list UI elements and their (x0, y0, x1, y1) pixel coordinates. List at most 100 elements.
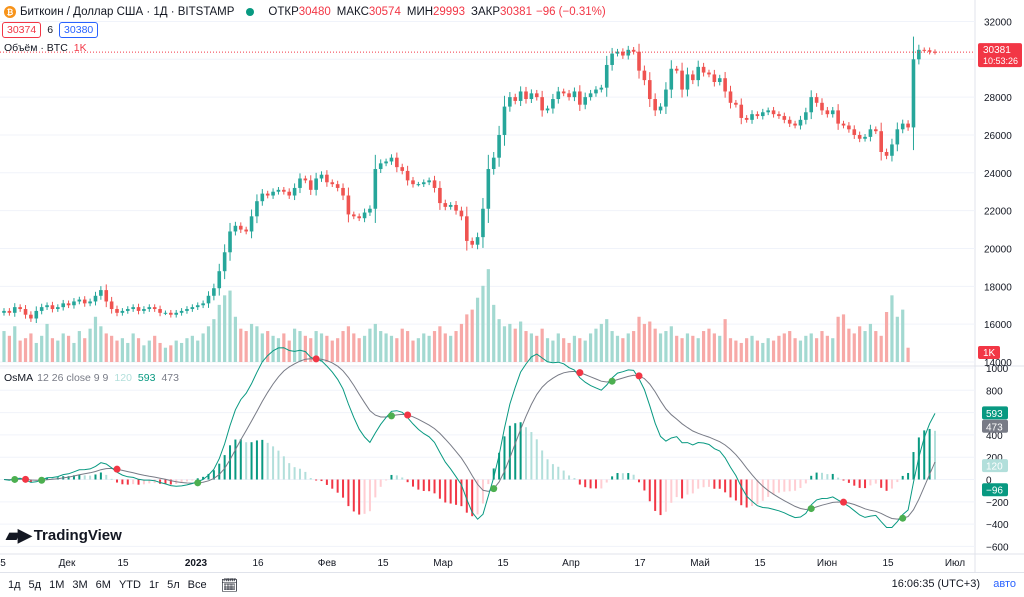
volume-bar (2, 331, 6, 362)
candle-body (502, 106, 507, 135)
candle-body (513, 97, 518, 101)
osma-histogram-bar (761, 479, 764, 501)
volume-bar (438, 326, 442, 362)
candle-body (276, 189, 281, 192)
market-status-icon[interactable] (246, 8, 255, 16)
candle-body (179, 310, 184, 313)
symbol-title[interactable]: Биткоин / Доллар США · 1Д · BITSTAMP (20, 6, 235, 18)
volume-bar (492, 304, 496, 362)
volume-bar (34, 342, 38, 362)
osma-legend-macd: 593 (137, 372, 156, 384)
candle-body (351, 214, 356, 217)
time-axis-label: 15 (117, 558, 129, 569)
volume-bar (276, 338, 281, 362)
volume-bar (470, 309, 474, 362)
osma-histogram-bar (110, 478, 113, 480)
osma-histogram-bar (153, 479, 156, 484)
volume-bar (169, 345, 173, 362)
volume-bar (422, 333, 426, 362)
candle-body (120, 310, 125, 313)
candle-body (400, 167, 405, 171)
volume-bar (18, 340, 22, 362)
volume-bar (535, 335, 539, 362)
osma-histogram-bar (438, 479, 441, 499)
osma-histogram-bar (837, 477, 840, 480)
range-button-7[interactable]: 5л (167, 579, 180, 591)
osma-histogram-bar (686, 479, 689, 495)
candle-body (760, 112, 765, 117)
range-button-2[interactable]: 1М (49, 579, 65, 591)
osma-histogram-bar (740, 479, 743, 506)
volume-tag (978, 346, 1000, 359)
price-tick-label: 24000 (984, 169, 1012, 180)
volume-bar (583, 340, 587, 362)
candle-body (308, 180, 313, 190)
candle-body (142, 309, 146, 311)
candle-body (890, 144, 894, 156)
time-axis-label: 15 (497, 558, 509, 569)
range-button-0[interactable]: 1д (8, 579, 21, 591)
volume-bar (45, 323, 49, 362)
volume-bar (836, 316, 840, 362)
clock[interactable]: 16:06:35 (UTC+3) (891, 578, 980, 590)
range-button-3[interactable]: 3М (72, 579, 88, 591)
osma-histogram-bar (116, 479, 119, 483)
bottom-toolbar: 1д 5д 1М 3М 6М YTD 1г 5л Все 🗓 16:06:35 (UTC+3) … (0, 572, 1024, 597)
osma-cross-marker (608, 377, 616, 385)
volume-bar (50, 338, 55, 362)
buy-button[interactable]: 30380 (59, 22, 99, 38)
volume-bar (524, 331, 528, 362)
candle-body (734, 102, 738, 105)
tradingview-logo[interactable]: ▰▶ TradingView (6, 525, 122, 546)
price-tick-label: 26000 (984, 131, 1012, 142)
volume-bar (400, 328, 404, 362)
osma-legend[interactable]: OsMA 12 26 close 9 9 120 593 473 (4, 372, 179, 384)
osma-histogram-bar (810, 475, 813, 480)
volume-bar (126, 342, 130, 362)
candle-body (863, 136, 867, 139)
volume-bar (228, 290, 232, 362)
bitcoin-icon: ₿ (4, 6, 16, 18)
volume-bar (136, 338, 141, 362)
osma-histogram-bar (487, 479, 490, 485)
sell-button[interactable]: 30374 (2, 22, 42, 38)
range-button-1[interactable]: 5д (28, 579, 42, 591)
candle-body (265, 193, 270, 196)
range-button-4[interactable]: 6М (95, 579, 111, 591)
range-button-8[interactable]: Все (187, 579, 207, 591)
volume-legend[interactable]: Объём · BTC 1K (4, 42, 87, 54)
volume-bar (201, 333, 205, 362)
volume-bar (260, 333, 264, 362)
osma-histogram-bar (896, 479, 899, 483)
volume-bar (777, 335, 781, 362)
auto-scale-button[interactable]: авто (993, 578, 1016, 590)
osma-histogram-bar (632, 474, 635, 480)
bid-ask-row: 30374 6 30380 (2, 22, 99, 38)
range-button-5[interactable]: YTD (118, 579, 141, 591)
candle-body (56, 307, 60, 310)
calendar-icon[interactable]: 🗓 (220, 576, 239, 593)
osma-histogram-bar (336, 479, 339, 493)
price-tick-label: 22000 (984, 207, 1012, 218)
osma-tick-label: −400 (986, 520, 1009, 531)
osma-histogram-bar (121, 479, 124, 485)
osma-histogram-bar (643, 479, 646, 491)
close-label: ЗАКР (471, 6, 500, 18)
candle-body (357, 216, 361, 219)
osma-histogram-bar (207, 473, 210, 480)
osma-cross-marker (312, 355, 320, 363)
osma-value-tag-text: 473 (986, 422, 1003, 433)
range-button-6[interactable]: 1г (148, 579, 160, 591)
osma-histogram-bar (142, 479, 145, 485)
candle-body (825, 110, 830, 115)
osma-macd-line (3, 347, 936, 528)
time-axis-label: Мар (433, 558, 453, 569)
osma-histogram-bar (928, 428, 931, 480)
volume-bar (23, 338, 28, 362)
osma-histogram-bar (191, 479, 194, 481)
osma-histogram-bar (697, 479, 700, 489)
candle-body (841, 123, 846, 126)
last-price-text: 30381 (983, 45, 1011, 56)
